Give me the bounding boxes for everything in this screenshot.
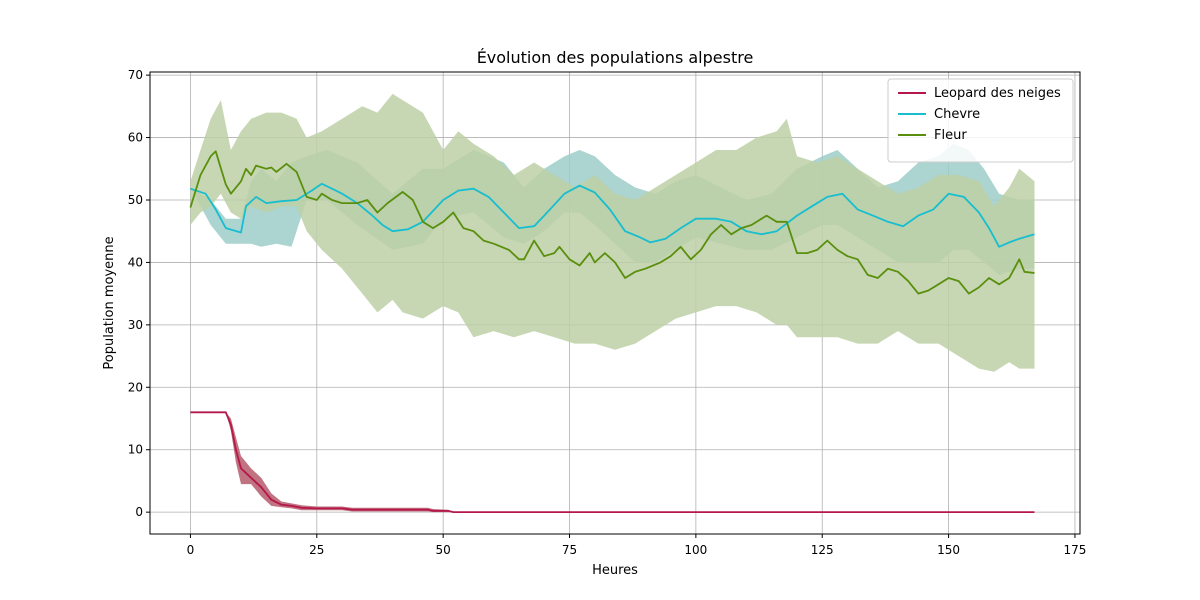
chart-title: Évolution des populations alpestre xyxy=(477,48,754,67)
y-tick-label: 0 xyxy=(135,505,143,519)
y-tick-label: 10 xyxy=(128,443,143,457)
line-leopard-des-neiges xyxy=(190,411,1035,513)
x-tick-label: 150 xyxy=(937,543,960,557)
x-tick-label: 125 xyxy=(811,543,834,557)
line-chevre xyxy=(190,182,1035,248)
x-tick-label: 75 xyxy=(562,543,577,557)
y-tick-label: 60 xyxy=(128,131,143,145)
x-tick-label: 100 xyxy=(684,543,707,557)
axis-ticks: 0 25 50 75 100 125 150 175 0 10 20 30 40 50 60 70 xyxy=(128,68,1087,557)
axes-frame xyxy=(149,71,1081,535)
legend: Leopard des neiges Chevre Fleur xyxy=(887,78,1074,163)
x-tick-label: 50 xyxy=(436,543,451,557)
y-tick-label: 40 xyxy=(128,255,143,269)
legend-label: Leopard des neiges xyxy=(934,86,1061,101)
y-tick-label: 30 xyxy=(128,318,143,332)
y-tick-label: 70 xyxy=(128,68,143,82)
legend-label: Fleur xyxy=(934,128,967,143)
y-tick-label: 50 xyxy=(128,193,143,207)
y-tick-label: 20 xyxy=(128,380,143,394)
legend-box xyxy=(887,78,1074,163)
band-fleur xyxy=(190,93,1035,372)
x-tick-label: 25 xyxy=(309,543,324,557)
x-tick-label: 0 xyxy=(187,543,195,557)
x-tick-label: 175 xyxy=(1063,543,1086,557)
y-axis-title: Population moyenne xyxy=(102,236,117,369)
x-axis-title: Heures xyxy=(592,563,638,578)
line-fleur xyxy=(189,150,1035,295)
series-lines xyxy=(189,150,1035,513)
legend-label: Chevre xyxy=(934,107,980,122)
